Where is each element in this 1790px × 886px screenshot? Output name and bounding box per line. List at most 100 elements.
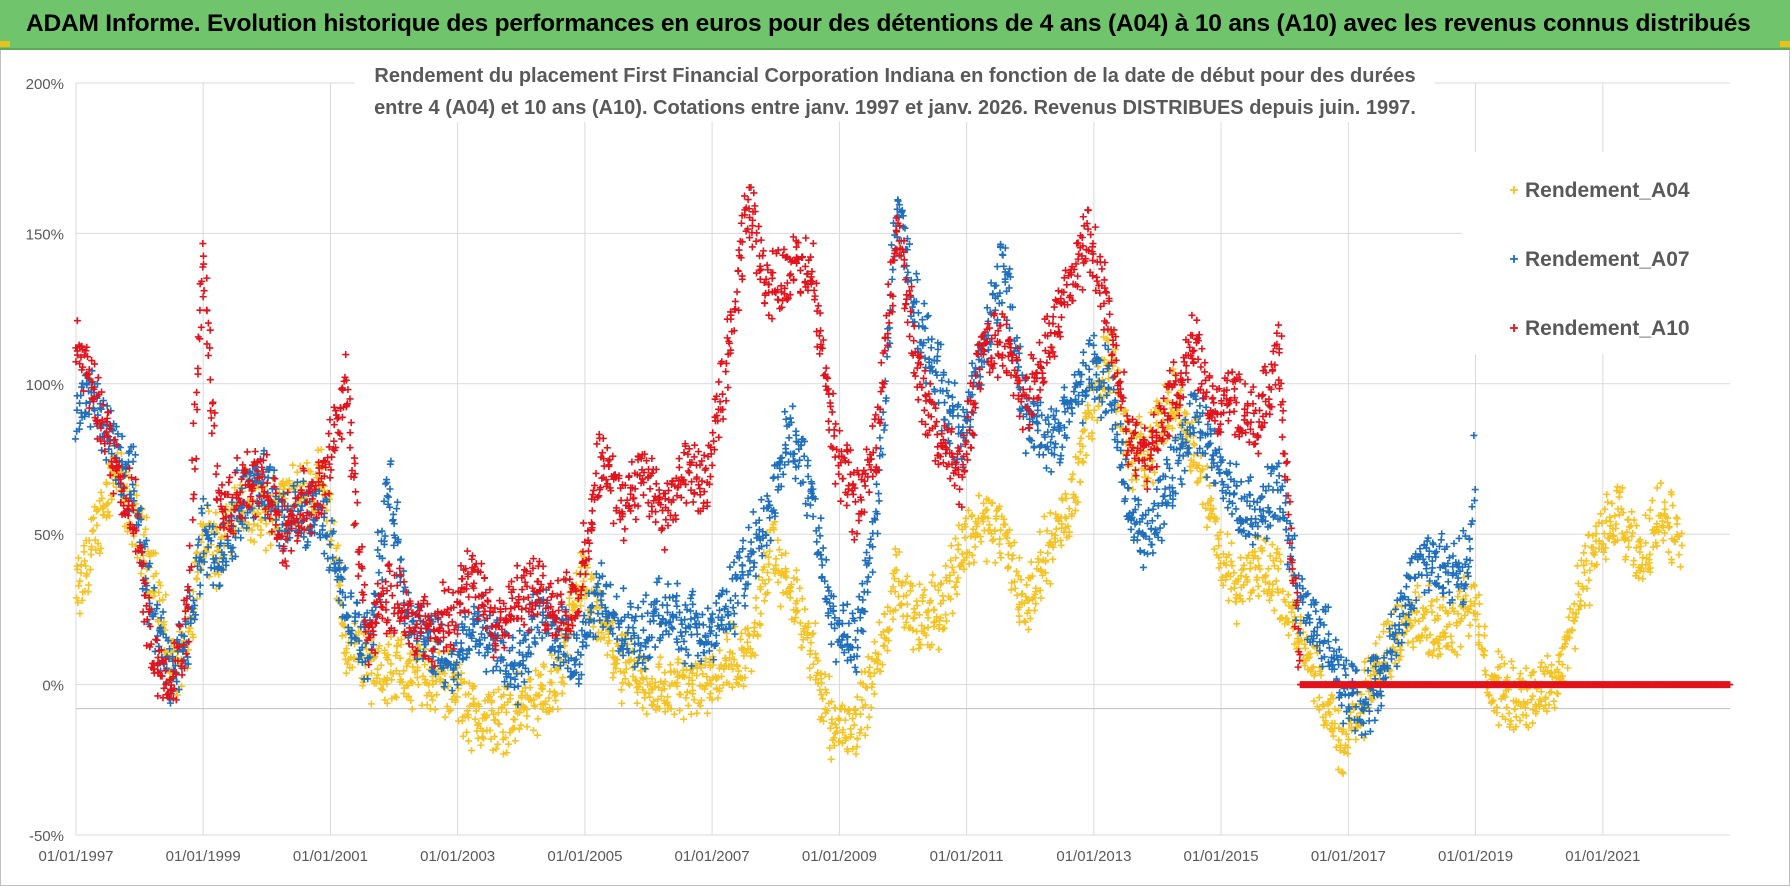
data-point — [1237, 478, 1245, 486]
data-point — [1153, 485, 1161, 493]
data-point — [785, 434, 793, 442]
data-point — [682, 694, 690, 702]
data-point — [1335, 724, 1343, 732]
data-point — [396, 654, 404, 662]
data-point — [1230, 491, 1238, 499]
data-point — [1341, 690, 1349, 698]
data-point — [876, 434, 884, 442]
data-point — [857, 725, 865, 733]
data-point — [635, 683, 643, 691]
data-point — [250, 538, 258, 546]
data-point — [1077, 434, 1085, 442]
data-point — [1057, 452, 1065, 460]
data-point — [661, 708, 669, 716]
data-point — [1653, 484, 1661, 492]
data-point — [1374, 706, 1382, 714]
data-point — [262, 546, 270, 554]
data-point — [1224, 504, 1232, 512]
data-point — [1315, 694, 1323, 702]
data-point — [997, 554, 1005, 562]
data-point — [852, 636, 860, 644]
data-point — [1007, 586, 1015, 594]
data-point — [342, 669, 350, 677]
data-point — [1331, 705, 1339, 713]
data-point — [406, 650, 414, 658]
data-point — [471, 715, 479, 723]
data-point — [98, 494, 106, 502]
data-point — [664, 580, 672, 588]
data-point — [387, 633, 395, 641]
data-point — [408, 705, 416, 713]
data-point — [865, 713, 873, 721]
data-point — [159, 596, 167, 604]
data-point — [559, 674, 567, 682]
data-point — [492, 745, 500, 753]
data-point — [189, 596, 197, 604]
data-point — [791, 614, 799, 622]
corner-marker-right — [1780, 41, 1790, 47]
data-point — [1369, 695, 1377, 703]
data-point — [1227, 557, 1235, 565]
data-point — [1042, 464, 1050, 472]
data-point — [741, 602, 749, 610]
data-point — [819, 544, 827, 552]
data-point — [1079, 427, 1087, 435]
data-point — [1332, 636, 1340, 644]
data-point — [870, 690, 878, 698]
data-point — [669, 625, 677, 633]
data-point — [1604, 498, 1612, 506]
data-point — [1480, 632, 1488, 640]
data-point — [1264, 565, 1272, 573]
data-point — [951, 583, 959, 591]
data-point — [1648, 497, 1656, 505]
data-point — [660, 685, 668, 693]
data-point — [826, 724, 834, 732]
data-point — [257, 526, 265, 534]
data-point — [870, 638, 878, 646]
data-point — [792, 475, 800, 483]
data-point — [648, 701, 656, 709]
data-point — [924, 312, 932, 320]
data-point — [1494, 647, 1502, 655]
data-point — [457, 639, 465, 647]
y-tick-label: -50% — [29, 828, 64, 845]
data-point — [547, 667, 555, 675]
data-point — [909, 646, 917, 654]
data-point — [248, 526, 256, 534]
data-point — [319, 522, 327, 530]
data-point — [1268, 541, 1276, 549]
data-point — [677, 691, 685, 699]
data-point — [738, 562, 746, 570]
data-point — [160, 618, 168, 626]
data-point — [1181, 467, 1189, 475]
data-point — [1047, 438, 1055, 446]
data-point — [487, 735, 495, 743]
data-point — [723, 635, 731, 643]
data-point — [162, 591, 170, 599]
data-point — [629, 672, 637, 680]
data-point — [74, 599, 82, 607]
data-point — [687, 710, 695, 718]
x-tick-label: 01/01/2019 — [1438, 848, 1513, 865]
data-point — [624, 680, 632, 688]
data-point — [1135, 413, 1143, 421]
data-point — [1624, 543, 1632, 551]
data-point — [852, 750, 860, 758]
data-point — [1282, 499, 1290, 507]
data-point — [494, 685, 502, 693]
data-point — [1341, 665, 1349, 673]
data-point — [730, 656, 738, 664]
data-point — [368, 669, 376, 677]
data-point — [94, 506, 102, 514]
data-point — [954, 541, 962, 549]
data-point — [560, 680, 568, 688]
data-point — [97, 544, 105, 552]
data-point — [875, 618, 883, 626]
data-point — [463, 707, 471, 715]
data-point — [714, 673, 722, 681]
data-point — [634, 688, 642, 696]
data-point — [729, 665, 737, 673]
data-point — [332, 555, 340, 563]
data-point — [577, 602, 585, 610]
data-point — [518, 687, 526, 695]
